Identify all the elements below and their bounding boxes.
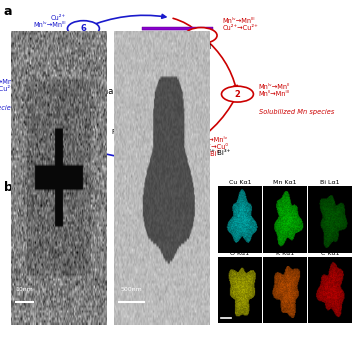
Circle shape <box>181 148 184 149</box>
Circle shape <box>181 144 184 145</box>
Text: 4: 4 <box>66 136 72 145</box>
Circle shape <box>179 34 183 36</box>
Title: Cu Kα1: Cu Kα1 <box>229 180 251 185</box>
FancyArrowPatch shape <box>203 37 237 89</box>
Text: Mnᴵᵛ→Mnᴵᴵ
Cu²⁺→Cu²⁺: Mnᴵᵛ→Mnᴵᴵ Cu²⁺→Cu²⁺ <box>0 79 15 92</box>
Circle shape <box>158 34 162 36</box>
Text: 10nm: 10nm <box>16 287 34 292</box>
Circle shape <box>152 144 155 145</box>
Text: Cycle: Cycle <box>123 105 147 114</box>
Bar <box>142 36 213 39</box>
Circle shape <box>190 136 193 138</box>
Text: Mnᴵᵛ→Mnᴵᴵ
Mnᴵᴵ→Mnᴵᴵᴵ: Mnᴵᵛ→Mnᴵᴵ Mnᴵᴵ→Mnᴵᴵᴵ <box>259 84 290 97</box>
Circle shape <box>133 148 136 149</box>
Title: O Kα1: O Kα1 <box>230 251 250 256</box>
Circle shape <box>171 140 174 142</box>
Circle shape <box>162 148 165 149</box>
Circle shape <box>143 144 146 145</box>
Circle shape <box>186 34 190 36</box>
Circle shape <box>16 86 48 102</box>
Circle shape <box>143 148 146 149</box>
Title: Mn Kα1: Mn Kα1 <box>273 180 297 185</box>
Title: K Kα1: K Kα1 <box>276 251 294 256</box>
FancyArrowPatch shape <box>86 15 166 27</box>
Text: 500nm: 500nm <box>121 287 142 292</box>
FancyArrowPatch shape <box>182 97 236 148</box>
Circle shape <box>152 140 155 142</box>
Text: b: b <box>4 181 12 194</box>
Text: 1: 1 <box>198 31 204 40</box>
Circle shape <box>133 144 136 145</box>
Circle shape <box>133 152 136 153</box>
Text: 3: 3 <box>175 146 181 155</box>
Circle shape <box>207 34 212 36</box>
Circle shape <box>152 148 155 149</box>
Circle shape <box>152 136 155 138</box>
Text: Mn(OH)₂
Pyrochroite: Mn(OH)₂ Pyrochroite <box>111 122 151 135</box>
Text: Solubilized Mn species: Solubilized Mn species <box>0 105 15 111</box>
Text: 5: 5 <box>29 89 35 99</box>
Circle shape <box>200 34 204 36</box>
Bar <box>142 27 213 30</box>
FancyArrowPatch shape <box>73 143 150 159</box>
Circle shape <box>143 140 146 142</box>
Circle shape <box>193 34 197 36</box>
Text: 2e⁻: 2e⁻ <box>121 63 148 78</box>
FancyArrowPatch shape <box>157 152 176 160</box>
Circle shape <box>222 86 253 102</box>
Text: Cu²⁺
Mnᴵᵛ→Mnᴵᴵᴵ: Cu²⁺ Mnᴵᵛ→Mnᴵᴵᴵ <box>33 15 66 28</box>
Circle shape <box>162 144 165 145</box>
Text: Charge-Discharge: Charge-Discharge <box>97 87 173 96</box>
Text: Mnᴵᵛ→Mnᴵᴵᴵ
Cu²⁺→Cu²⁺: Mnᴵᵛ→Mnᴵᴵᴵ Cu²⁺→Cu²⁺ <box>222 18 258 32</box>
Circle shape <box>181 140 184 142</box>
Circle shape <box>190 152 193 153</box>
Circle shape <box>143 136 146 138</box>
Circle shape <box>143 34 148 36</box>
Text: a: a <box>4 5 12 18</box>
Circle shape <box>171 148 174 149</box>
Circle shape <box>181 152 184 153</box>
Circle shape <box>171 136 174 138</box>
Circle shape <box>190 148 193 149</box>
Circle shape <box>163 142 195 158</box>
Circle shape <box>162 152 165 153</box>
Circle shape <box>143 152 146 153</box>
Text: Mnᴵᴵ→Mnᴵᵛ
Cu²⁺→Cu⁰
Biᴵᴵ→Bi°: Mnᴵᴵ→Mnᴵᵛ Cu²⁺→Cu⁰ Biᴵᴵ→Bi° <box>196 137 228 157</box>
Text: Biᴵᵛ→Biᴵᴵ
Cu²⁺→Cu²⁺: Biᴵᵛ→Biᴵᴵ Cu²⁺→Cu²⁺ <box>15 136 51 149</box>
Text: Cu²⁺ Bi³⁺: Cu²⁺ Bi³⁺ <box>199 151 230 156</box>
Text: 2: 2 <box>235 89 240 99</box>
Circle shape <box>67 21 99 37</box>
Title: C Kα1: C Kα1 <box>321 251 339 256</box>
Title: Bi Lα1: Bi Lα1 <box>321 180 340 185</box>
Circle shape <box>190 140 193 142</box>
FancyArrowPatch shape <box>173 18 198 32</box>
Text: Solubilized Mn species: Solubilized Mn species <box>259 109 334 115</box>
Circle shape <box>171 144 174 145</box>
Circle shape <box>152 152 155 153</box>
Circle shape <box>162 136 165 138</box>
Circle shape <box>190 144 193 145</box>
Circle shape <box>162 140 165 142</box>
Circle shape <box>53 133 85 149</box>
Circle shape <box>133 136 136 138</box>
FancyArrowPatch shape <box>33 31 80 92</box>
Circle shape <box>171 152 174 153</box>
Circle shape <box>165 34 169 36</box>
Circle shape <box>185 27 217 43</box>
Bar <box>142 31 213 34</box>
Circle shape <box>151 34 155 36</box>
Circle shape <box>172 34 176 36</box>
FancyArrowPatch shape <box>33 99 66 139</box>
Circle shape <box>133 140 136 142</box>
Circle shape <box>181 136 184 138</box>
Text: Cu²⁺ intercalated
Bi-Birnessite: Cu²⁺ intercalated Bi-Birnessite <box>151 44 211 57</box>
Text: 6: 6 <box>81 24 86 33</box>
